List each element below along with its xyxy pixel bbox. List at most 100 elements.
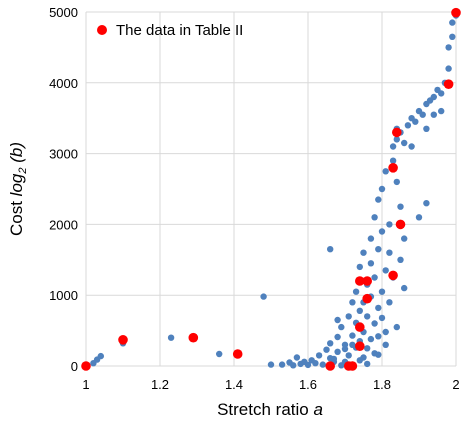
scatter-point <box>367 335 375 343</box>
scatter-point <box>393 178 400 186</box>
scatter-point <box>423 200 430 207</box>
legend-marker <box>97 25 107 35</box>
scatter-point <box>378 288 386 295</box>
table-data-point <box>388 270 398 281</box>
scatter-point <box>349 341 356 348</box>
scatter-point <box>386 221 393 228</box>
y-tick-label: 5000 <box>49 5 78 20</box>
scatter-point <box>378 185 386 193</box>
scatter-point <box>360 249 367 256</box>
scatter-point <box>364 313 371 320</box>
scatter-point <box>352 288 360 295</box>
scatter-point <box>167 334 175 341</box>
x-tick-label: 1.4 <box>225 377 243 392</box>
scatter-point <box>423 125 430 132</box>
table-data-point <box>395 219 406 230</box>
scatter-point <box>389 157 397 164</box>
scatter-point <box>382 341 389 348</box>
table-data-point <box>188 332 199 343</box>
scatter-point <box>334 316 341 324</box>
x-axis-title: Stretch ratio a <box>217 400 323 419</box>
table-data-point <box>451 7 461 18</box>
scatter-point <box>364 345 371 352</box>
y-tick-label: 4000 <box>49 76 78 91</box>
y-tick-labels: 0 1000 2000 3000 4000 5000 <box>49 5 78 374</box>
scatter-point <box>389 143 397 150</box>
scatter-point <box>397 203 404 210</box>
scatter-point <box>449 33 456 40</box>
table-data-point <box>81 361 91 371</box>
scatter-point <box>323 346 330 353</box>
scatter-point <box>334 348 341 355</box>
scatter-point <box>393 323 400 331</box>
scatter-point <box>412 118 419 125</box>
scatter-point <box>312 360 319 367</box>
scatter-point <box>338 323 345 331</box>
scatter-point <box>327 246 334 253</box>
x-tick-label: 1 <box>82 377 89 392</box>
scatter-point <box>375 196 382 203</box>
scatter-point <box>371 320 378 327</box>
scatter-point <box>378 314 386 322</box>
scatter-point <box>375 246 382 253</box>
scatter-point <box>349 299 356 306</box>
scatter-point <box>408 143 415 150</box>
scatter-point <box>356 307 363 314</box>
scatter-point <box>327 340 334 347</box>
table-data-point <box>325 361 336 371</box>
scatter-point <box>375 333 382 340</box>
table-data-point <box>362 293 373 304</box>
scatter-point <box>438 90 445 97</box>
scatter-point <box>349 332 356 339</box>
scatter-point <box>356 357 363 364</box>
scatter-point <box>267 361 275 368</box>
table-data-point <box>347 361 358 371</box>
y-tick-label: 2000 <box>49 217 78 232</box>
scatter-point <box>315 352 323 359</box>
scatter-point <box>97 352 105 360</box>
scatter-point <box>415 214 423 221</box>
scatter-point <box>371 274 378 281</box>
scatter-point <box>293 354 301 361</box>
scatter-point <box>397 256 404 263</box>
scatter-point <box>386 299 393 306</box>
scatter-point <box>356 263 363 271</box>
scatter-point <box>364 360 371 368</box>
data-points <box>81 7 461 371</box>
scatter-point <box>401 139 408 147</box>
scatter-point <box>341 345 349 353</box>
scatter-point <box>304 361 312 369</box>
table-data-point <box>355 322 365 332</box>
scatter-point <box>216 350 223 358</box>
scatter-point <box>378 228 386 235</box>
grid <box>85 11 457 367</box>
scatter-point <box>319 361 326 368</box>
scatter-point <box>260 293 267 300</box>
scatter-point <box>367 260 375 267</box>
table-data-point <box>355 276 365 286</box>
scatter-point <box>401 235 408 242</box>
scatter-point <box>375 351 382 358</box>
table-data-point <box>388 163 398 173</box>
scatter-point <box>430 111 437 118</box>
scatter-point <box>445 44 452 51</box>
scatter-point <box>430 93 437 101</box>
scatter-point <box>401 284 408 292</box>
scatter-point <box>345 352 352 359</box>
table-data-point <box>355 341 365 352</box>
y-tick-label: 0 <box>71 359 78 374</box>
scatter-point <box>419 111 426 118</box>
table-data-point <box>362 276 373 286</box>
x-tick-label: 1.2 <box>151 377 169 392</box>
x-tick-label: 1.8 <box>373 377 391 392</box>
x-tick-labels: 1 1.2 1.4 1.6 1.8 2 <box>82 377 459 392</box>
table-data-point <box>443 79 454 89</box>
scatter-point <box>334 333 341 341</box>
x-tick-label: 1.6 <box>299 377 317 392</box>
scatter-point <box>367 235 375 242</box>
scatter-point <box>345 313 352 320</box>
scatter-point <box>449 19 456 26</box>
scatter-point <box>375 304 382 312</box>
table-data-point <box>118 335 128 345</box>
